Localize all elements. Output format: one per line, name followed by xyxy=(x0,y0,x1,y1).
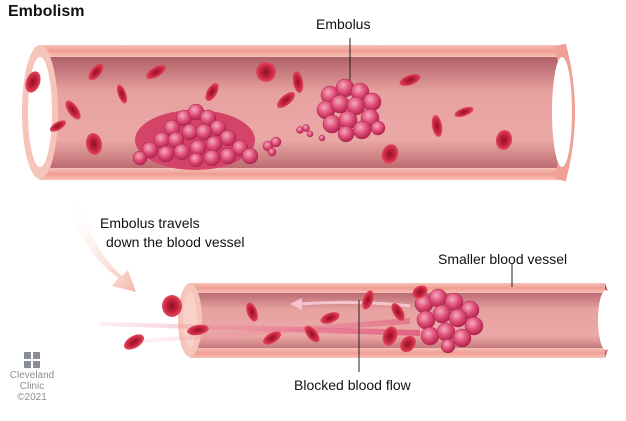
logo-line-2: Clinic xyxy=(19,381,45,392)
blood-flow-streaks xyxy=(100,318,420,344)
blocked-blood-flow-label: Blocked blood flow xyxy=(294,377,411,393)
logo-copyright: ©2021 xyxy=(17,392,47,403)
logo-line-1: Cleveland xyxy=(9,370,55,381)
lodged-embolus xyxy=(414,288,484,354)
cleveland-clinic-logo-icon xyxy=(24,352,40,368)
red-blood-cells-top xyxy=(25,62,513,164)
embolus-travels-line-1: Embolus travels xyxy=(100,215,200,231)
blocked-flow-arrow xyxy=(290,298,411,372)
smaller-blood-vessel-label: Smaller blood vessel xyxy=(438,251,568,267)
travel-arrow xyxy=(68,200,136,292)
embolus-travels-label: Embolus travels down the blood vessel xyxy=(100,214,245,252)
clot-mass xyxy=(132,103,259,170)
embolus xyxy=(316,38,386,143)
cleveland-clinic-logo: Cleveland Clinic ©2021 xyxy=(8,352,56,403)
red-blood-cells-bottom xyxy=(124,285,428,353)
embolus-travels-line-2: down the blood vessel xyxy=(106,234,245,250)
large-blood-vessel xyxy=(22,43,575,182)
page-title: Embolism xyxy=(8,3,85,20)
embolus-label: Embolus xyxy=(316,16,371,32)
clot-fragments xyxy=(262,124,326,157)
